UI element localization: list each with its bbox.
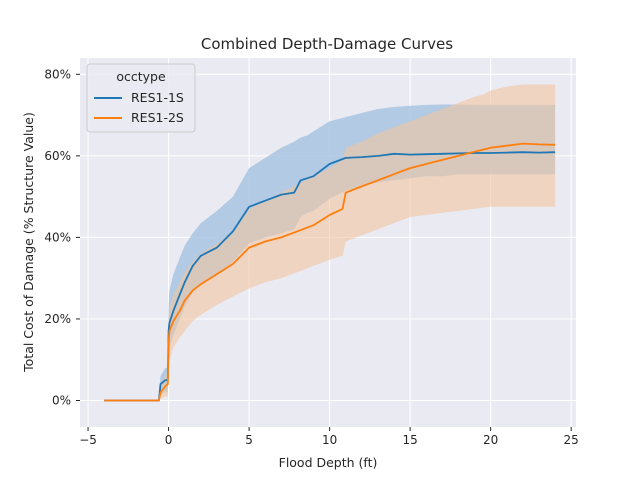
series-line-res1-2s xyxy=(104,142,556,402)
y-tick-label: 40% xyxy=(44,230,71,244)
x-tick-label: 20 xyxy=(483,433,498,447)
x-tick-label: 10 xyxy=(322,433,337,447)
series-lines xyxy=(104,142,556,402)
y-tick-label: 60% xyxy=(44,149,71,163)
legend: occtype RES1-1S RES1-2S xyxy=(86,63,196,133)
x-tick-label: 15 xyxy=(402,433,417,447)
y-tick-label: 0% xyxy=(52,393,71,407)
y-axis-label: Total Cost of Damage (% Structure Value) xyxy=(21,112,36,373)
y-axis: 0% 20% 40% 60% 80% xyxy=(44,67,80,407)
x-axis: −5 0 5 10 15 20 25 xyxy=(79,427,579,447)
legend-label-res1-1s: RES1-1S xyxy=(131,90,184,105)
legend-label-res1-2s: RES1-2S xyxy=(131,110,184,125)
x-tick-label: 25 xyxy=(564,433,579,447)
y-tick-label: 20% xyxy=(44,312,71,326)
y-tick-label: 80% xyxy=(44,67,71,81)
x-tick-label: 5 xyxy=(245,433,253,447)
x-tick-label: 0 xyxy=(165,433,173,447)
legend-title: occtype xyxy=(116,69,166,84)
x-axis-label: Flood Depth (ft) xyxy=(279,455,378,470)
chart-title: Combined Depth-Damage Curves xyxy=(201,35,453,53)
legend-box xyxy=(86,63,196,133)
series-line-res1-1s xyxy=(104,151,556,402)
confidence-band-res1-2s xyxy=(104,84,556,401)
x-tick-label: −5 xyxy=(79,433,97,447)
